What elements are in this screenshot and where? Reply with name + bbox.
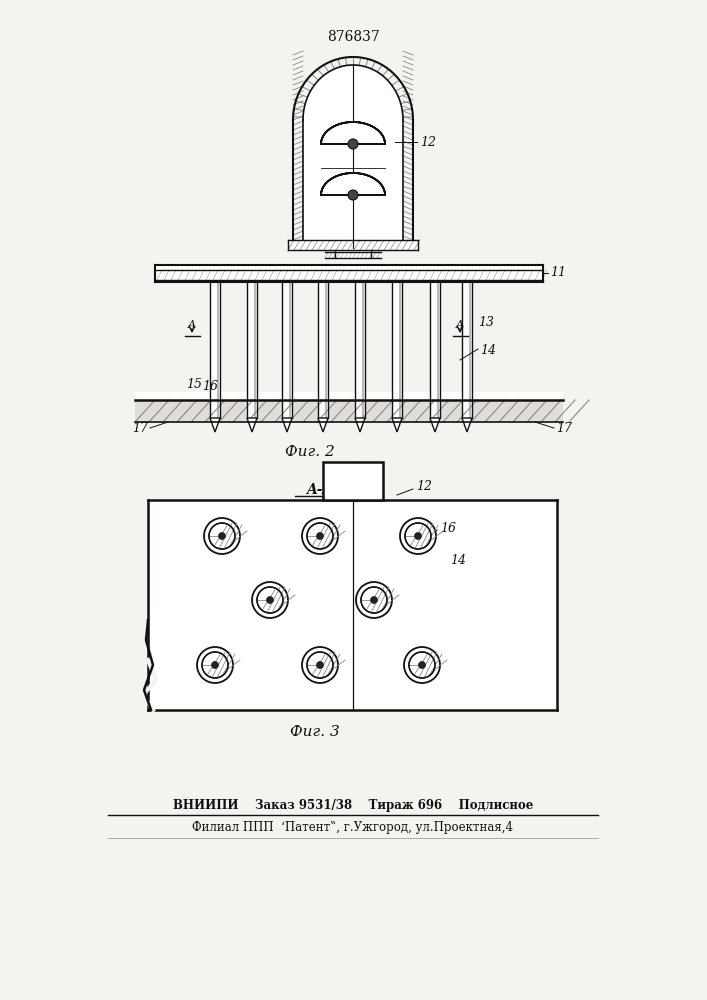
Circle shape	[356, 582, 392, 618]
Circle shape	[218, 532, 226, 540]
Polygon shape	[430, 418, 440, 432]
Circle shape	[348, 190, 358, 200]
Circle shape	[414, 532, 421, 540]
Bar	[392, 282, 402, 418]
Text: 11: 11	[550, 266, 566, 279]
Circle shape	[204, 518, 240, 554]
Circle shape	[197, 647, 233, 683]
Text: 13: 13	[478, 316, 494, 328]
Bar	[135, 400, 563, 422]
Text: Фиг. 2: Фиг. 2	[285, 445, 335, 459]
Bar	[155, 265, 543, 282]
Polygon shape	[210, 418, 220, 432]
Bar	[282, 282, 292, 418]
Text: A-A: A-A	[306, 483, 334, 497]
Circle shape	[361, 587, 387, 613]
Polygon shape	[321, 173, 385, 195]
Text: Филиал ППП  ‘Патент‟, г.Ужгород, ул.Проектная,4: Филиал ППП ‘Патент‟, г.Ужгород, ул.Проек…	[192, 822, 513, 834]
Text: 14: 14	[480, 344, 496, 357]
Bar	[462, 282, 472, 418]
Bar	[148, 500, 557, 710]
Text: 14: 14	[450, 554, 466, 566]
Bar	[323, 462, 383, 500]
Polygon shape	[318, 418, 328, 432]
Circle shape	[419, 662, 426, 668]
Circle shape	[302, 518, 338, 554]
Polygon shape	[303, 65, 403, 240]
Circle shape	[348, 139, 358, 149]
Circle shape	[202, 652, 228, 678]
Text: Фиг. 3: Фиг. 3	[290, 725, 340, 739]
Bar	[335, 250, 371, 258]
Text: 17: 17	[132, 422, 148, 434]
Text: 12: 12	[416, 481, 432, 493]
Bar	[210, 282, 220, 418]
Polygon shape	[321, 122, 385, 144]
Bar	[318, 282, 328, 418]
Circle shape	[257, 587, 283, 613]
Text: 17: 17	[556, 422, 572, 434]
Bar	[135, 392, 563, 400]
Bar	[430, 282, 440, 418]
Circle shape	[317, 532, 324, 540]
Text: 876837: 876837	[327, 30, 380, 44]
Circle shape	[307, 523, 333, 549]
Circle shape	[307, 652, 333, 678]
Polygon shape	[282, 418, 292, 432]
Polygon shape	[247, 418, 257, 432]
Text: 12: 12	[420, 135, 436, 148]
Text: A: A	[456, 320, 464, 330]
Circle shape	[209, 523, 235, 549]
Circle shape	[370, 596, 378, 603]
Text: 16: 16	[202, 380, 218, 393]
Circle shape	[267, 596, 274, 603]
Bar	[288, 240, 418, 250]
Circle shape	[404, 647, 440, 683]
Polygon shape	[392, 418, 402, 432]
Text: 16: 16	[440, 522, 456, 534]
Circle shape	[302, 647, 338, 683]
Bar	[247, 282, 257, 418]
Polygon shape	[462, 418, 472, 432]
Circle shape	[405, 523, 431, 549]
Text: A: A	[188, 320, 196, 330]
Polygon shape	[355, 418, 365, 432]
Text: ВНИИПИ    Заказ 9531/38    Тираж 696    Подлисное: ВНИИПИ Заказ 9531/38 Тираж 696 Подлисное	[173, 798, 533, 812]
Text: 15: 15	[186, 378, 202, 391]
Circle shape	[400, 518, 436, 554]
Circle shape	[409, 652, 435, 678]
Bar	[355, 282, 365, 418]
Circle shape	[211, 662, 218, 668]
Circle shape	[252, 582, 288, 618]
Circle shape	[317, 662, 324, 668]
